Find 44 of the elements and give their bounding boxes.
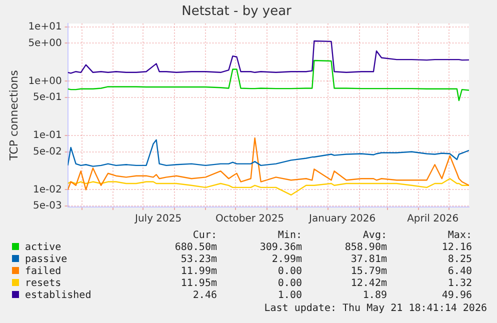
y-tick-label: 1e+01 (28, 21, 62, 32)
text: 37.81m (350, 254, 387, 266)
text: Avg: (362, 230, 387, 242)
text: 1.89 (362, 290, 387, 302)
text: 2.46 (192, 290, 217, 302)
text: Cur: (192, 230, 217, 242)
legend-label: active (24, 242, 62, 254)
text: 12.42m (350, 278, 387, 290)
text: 15.79m (350, 266, 387, 278)
legend-label: failed (24, 266, 62, 278)
y-tick-label: 1e+00 (28, 76, 62, 87)
text: 11.99m (180, 266, 217, 278)
text: Max: (446, 230, 472, 242)
text: 49.96 (440, 290, 472, 302)
text: 12.16 (440, 242, 472, 254)
text: 1.32 (446, 278, 472, 290)
text: 6.40 (446, 266, 472, 278)
text: Min: (276, 230, 302, 242)
legend-label: resets (24, 278, 62, 290)
text: 0.00 (276, 278, 302, 290)
text: 8.25 (446, 254, 472, 266)
x-tick-label: July 2025 (134, 214, 182, 225)
text: 858.90m (344, 242, 387, 254)
y-tick-label: 5e-03 (32, 200, 62, 212)
x-tick-label: January 2026 (308, 214, 376, 225)
text: 0.00 (276, 266, 302, 278)
y-axis-title: TCP connections (7, 70, 20, 162)
y-tick-label: 5e-01 (32, 92, 62, 104)
y-tick-label: 1e-01 (32, 130, 62, 142)
text: 1.00 (276, 290, 302, 302)
text: 11.95m (180, 278, 217, 290)
text: 680.50m (174, 242, 217, 254)
x-tick-label: October 2025 (215, 214, 284, 225)
text: 53.23m (180, 254, 217, 266)
chart-title: Netstat - by year (182, 4, 292, 20)
text: Last update: Thu May 21 18:41:14 2026 (264, 303, 487, 314)
x-tick-label: April 2026 (407, 214, 459, 225)
y-tick-label: 5e+00 (28, 38, 62, 49)
y-tick-label: 5e-02 (32, 146, 62, 158)
y-tick-label: 1e-02 (32, 184, 62, 196)
legend-label: passive (24, 254, 68, 266)
text: 309.36m (258, 242, 302, 254)
text: 2.99m (270, 254, 302, 266)
legend-label: established (24, 290, 92, 302)
